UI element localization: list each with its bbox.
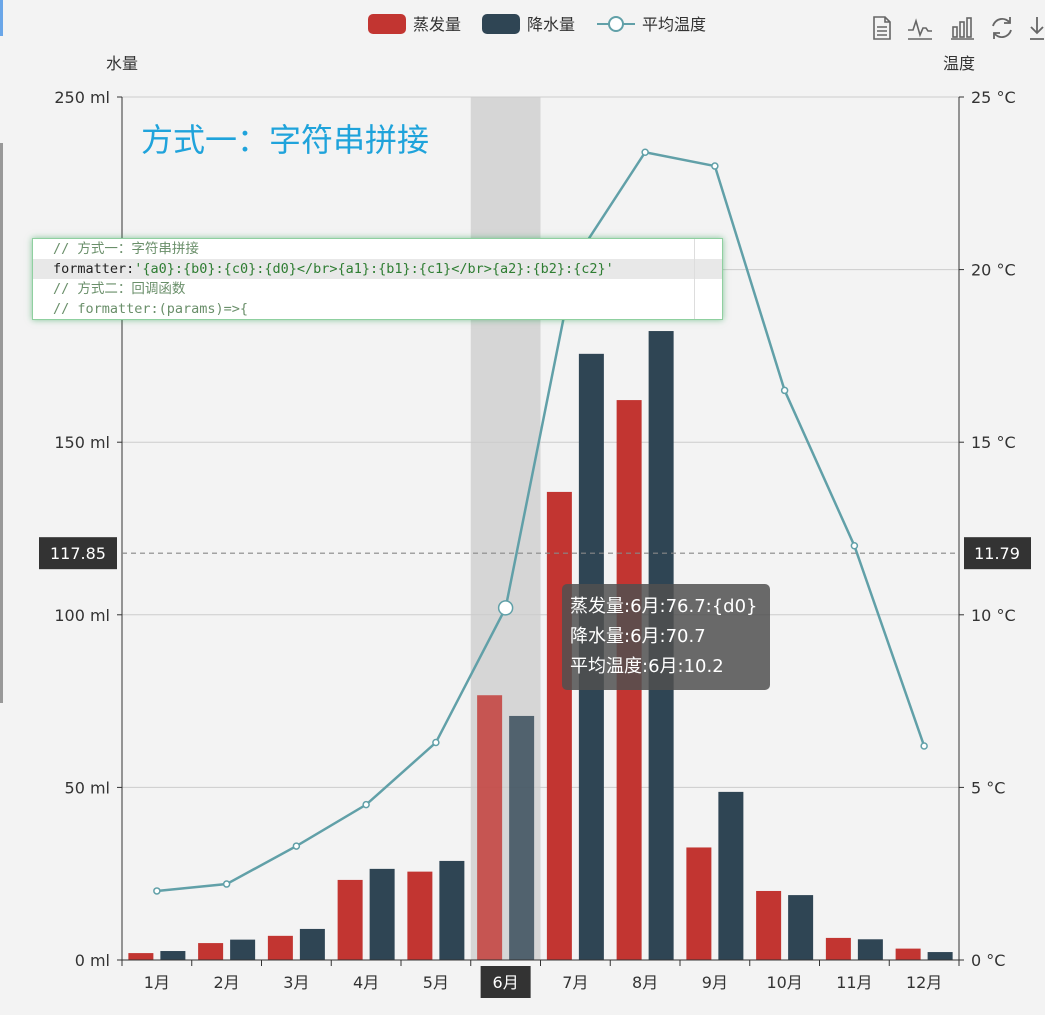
temperature-line [156, 150, 926, 893]
bar-evaporation[interactable] [546, 491, 572, 960]
x-tick-label: 5月 [423, 973, 449, 992]
bar-evaporation[interactable] [477, 695, 503, 960]
y-left-tick-label: 250 ml [54, 88, 110, 107]
code-line-4: // formatter:(params)=>{ [53, 301, 249, 317]
bar-precipitation[interactable] [160, 951, 186, 960]
axis-pointer: 117.85 11.79 [39, 537, 1031, 570]
legend-swatch [482, 14, 520, 34]
line-chart-icon[interactable] [906, 14, 934, 42]
bar-evaporation[interactable] [686, 847, 712, 960]
x-tick-label: 9月 [702, 973, 728, 992]
y-left-tick-label: 150 ml [54, 433, 110, 452]
right-pointer-label-bg [964, 537, 1031, 570]
temperature-point[interactable] [292, 842, 301, 850]
y-right-tick-label: 25 °C [971, 88, 1016, 107]
tooltip-line-1: 蒸发量:6月:76.7:{d0} [570, 596, 758, 617]
tooltip-line-3: 平均温度:6月:10.2 [570, 656, 724, 677]
x-tick-label: 4月 [353, 973, 379, 992]
bar-precipitation[interactable] [857, 939, 883, 960]
bar-chart-icon[interactable] [948, 14, 976, 42]
legend-item[interactable]: 降水量 [482, 14, 575, 34]
temperature-point[interactable] [850, 542, 859, 550]
window-edge-accent [0, 0, 3, 36]
legend-swatch [368, 14, 406, 34]
legend-item[interactable]: 平均温度 [597, 15, 706, 34]
bar-evaporation[interactable] [407, 871, 433, 960]
bar-precipitation[interactable] [927, 952, 953, 960]
temperature-point[interactable] [153, 887, 161, 895]
bar-precipitation[interactable] [788, 895, 814, 960]
tooltip-line-2: 降水量:6月:70.7 [570, 626, 706, 647]
y-right-tick-label: 15 °C [971, 433, 1016, 452]
legend-item[interactable]: 蒸发量 [368, 14, 461, 34]
line-series[interactable] [153, 148, 928, 895]
chart-title: 方式一：字符串拼接 [141, 121, 429, 159]
code-line-1: // 方式一：字符串拼接 [53, 241, 199, 257]
legend: 蒸发量 降水量 平均温度 [368, 14, 706, 34]
x-tick-label: 1月 [144, 973, 170, 992]
axis-names: 水量 温度 [106, 54, 975, 73]
x-tick-label: 10月 [766, 973, 802, 992]
y-right-tick-label: 5 °C [971, 778, 1005, 797]
left-pointer-label-bg [39, 537, 117, 570]
bar-precipitation[interactable] [299, 928, 325, 960]
bar-evaporation[interactable] [895, 948, 921, 960]
bar-precipitation[interactable] [369, 868, 395, 960]
y-left-tick-label: 50 ml [65, 778, 110, 797]
y-left-axis-name: 水量 [106, 54, 138, 73]
temperature-point[interactable] [362, 800, 370, 809]
legend-label: 降水量 [527, 15, 575, 34]
code-string: '{a0}:{b0}:{c0}:{d0}</br>{a1}:{b1}:{c1}<… [134, 261, 614, 277]
left-pointer-label: 117.85 [50, 544, 106, 563]
right-pointer-label: 11.79 [974, 544, 1020, 563]
bar-precipitation[interactable] [509, 715, 535, 960]
code-keyword: formatter: [53, 261, 135, 277]
axes: 0 ml 0 °C 50 ml 5 °C 100 ml 10 °C 150 ml 15 °C 2… [54, 88, 1016, 998]
x-tick-label: 6月 [493, 973, 519, 992]
code-line-2-text: formatter:'{a0}:{b0}:{c0}:{d0}</br>{a1}:… [53, 261, 614, 277]
temperature-point[interactable] [711, 162, 719, 170]
bar-precipitation[interactable] [718, 791, 744, 960]
x-tick-label: 7月 [562, 973, 588, 992]
y-right-tick-label: 10 °C [971, 606, 1016, 625]
x-tick-label: 8月 [632, 973, 658, 992]
bar-evaporation[interactable] [825, 937, 851, 960]
y-left-tick-label: 0 ml [75, 951, 110, 970]
legend-marker [608, 16, 624, 32]
x-pointer-label-bg [480, 966, 531, 998]
y-right-tick-label: 20 °C [971, 261, 1016, 280]
y-right-axis-name: 温度 [943, 54, 975, 73]
save-image-icon[interactable] [1028, 14, 1045, 42]
bar-precipitation[interactable] [439, 860, 465, 960]
bar-evaporation[interactable] [128, 953, 154, 960]
editor-margin-line [694, 239, 695, 319]
temperature-point[interactable] [641, 148, 649, 156]
temperature-point[interactable] [497, 600, 514, 616]
data-view-icon[interactable] [868, 14, 896, 42]
temperature-point[interactable] [920, 742, 928, 750]
temperature-point[interactable] [780, 386, 789, 395]
temperature-point[interactable] [222, 880, 231, 888]
tooltip: 蒸发量:6月:76.7:{d0} 降水量:6月:70.7 平均温度:6月:10.… [562, 584, 770, 690]
x-tick-label: 2月 [214, 973, 240, 992]
y-right-tick-label: 0 °C [971, 951, 1005, 970]
bar-evaporation[interactable] [756, 890, 782, 960]
x-tick-label: 12月 [906, 973, 942, 992]
restore-icon[interactable] [988, 14, 1016, 42]
bar-evaporation[interactable] [337, 879, 363, 960]
code-line-3: // 方式二：回调函数 [53, 281, 186, 297]
legend-label: 平均温度 [642, 15, 706, 34]
scrollbar-edge [0, 143, 3, 703]
bar-precipitation[interactable] [230, 939, 256, 960]
temperature-point[interactable] [432, 738, 440, 747]
code-line-2: formatter:'{a0}:{b0}:{c0}:{d0}</br>{a1}:… [33, 259, 722, 279]
x-tick-label: 3月 [283, 973, 309, 992]
y-left-tick-label: 100 ml [54, 606, 110, 625]
x-tick-label: 11月 [836, 973, 872, 992]
bar-evaporation[interactable] [198, 943, 224, 960]
code-editor-overlay[interactable]: // 方式一：字符串拼接 formatter:'{a0}:{b0}:{c0}:{… [32, 238, 723, 320]
legend-label: 蒸发量 [413, 15, 461, 34]
bar-evaporation[interactable] [267, 935, 293, 960]
